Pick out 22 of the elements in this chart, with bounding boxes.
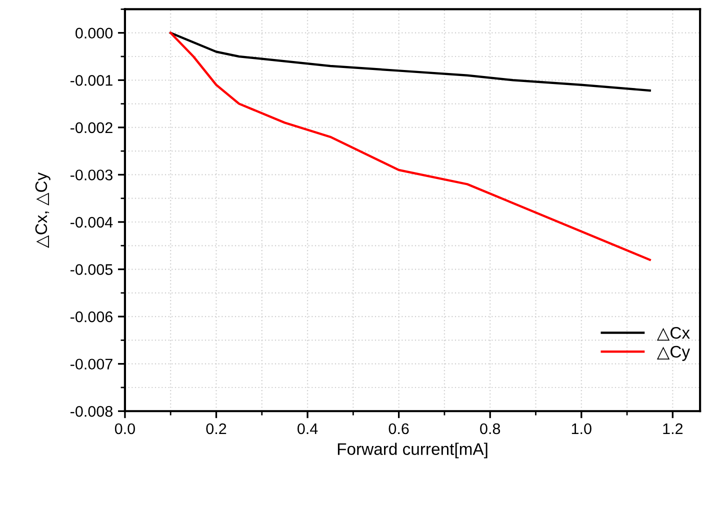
legend-label: △Cx (656, 326, 690, 341)
x-tick-label: 0.6 (388, 423, 409, 434)
x-tick-label: 1.0 (572, 423, 592, 434)
x-tick-label: 0.0 (114, 423, 135, 434)
x-tick-label: 0.8 (480, 423, 500, 434)
y-tick-label: -0.006 (70, 311, 112, 322)
y-tick-label: -0.005 (70, 264, 113, 275)
y-tick-label: -0.008 (70, 406, 112, 417)
y-tick-label: -0.004 (70, 216, 113, 228)
x-axis-title: Forward current[mA] (338, 442, 488, 458)
y-tick-label: 0.000 (76, 28, 113, 39)
legend-label: △Cy (656, 346, 690, 361)
y-tick-label: -0.003 (70, 170, 112, 180)
x-tick-label: 0.4 (298, 423, 318, 434)
y-tick-label: -0.001 (70, 75, 112, 86)
line-series (169, 32, 651, 92)
line-series (169, 32, 651, 261)
y-tick-label: -0.007 (70, 358, 112, 370)
x-tick-label: 0.2 (206, 423, 226, 434)
x-tick-label: 1.2 (663, 423, 683, 434)
y-tick-label: -0.002 (70, 122, 112, 134)
y-axis-title: △Cx, △Cy (35, 172, 50, 248)
